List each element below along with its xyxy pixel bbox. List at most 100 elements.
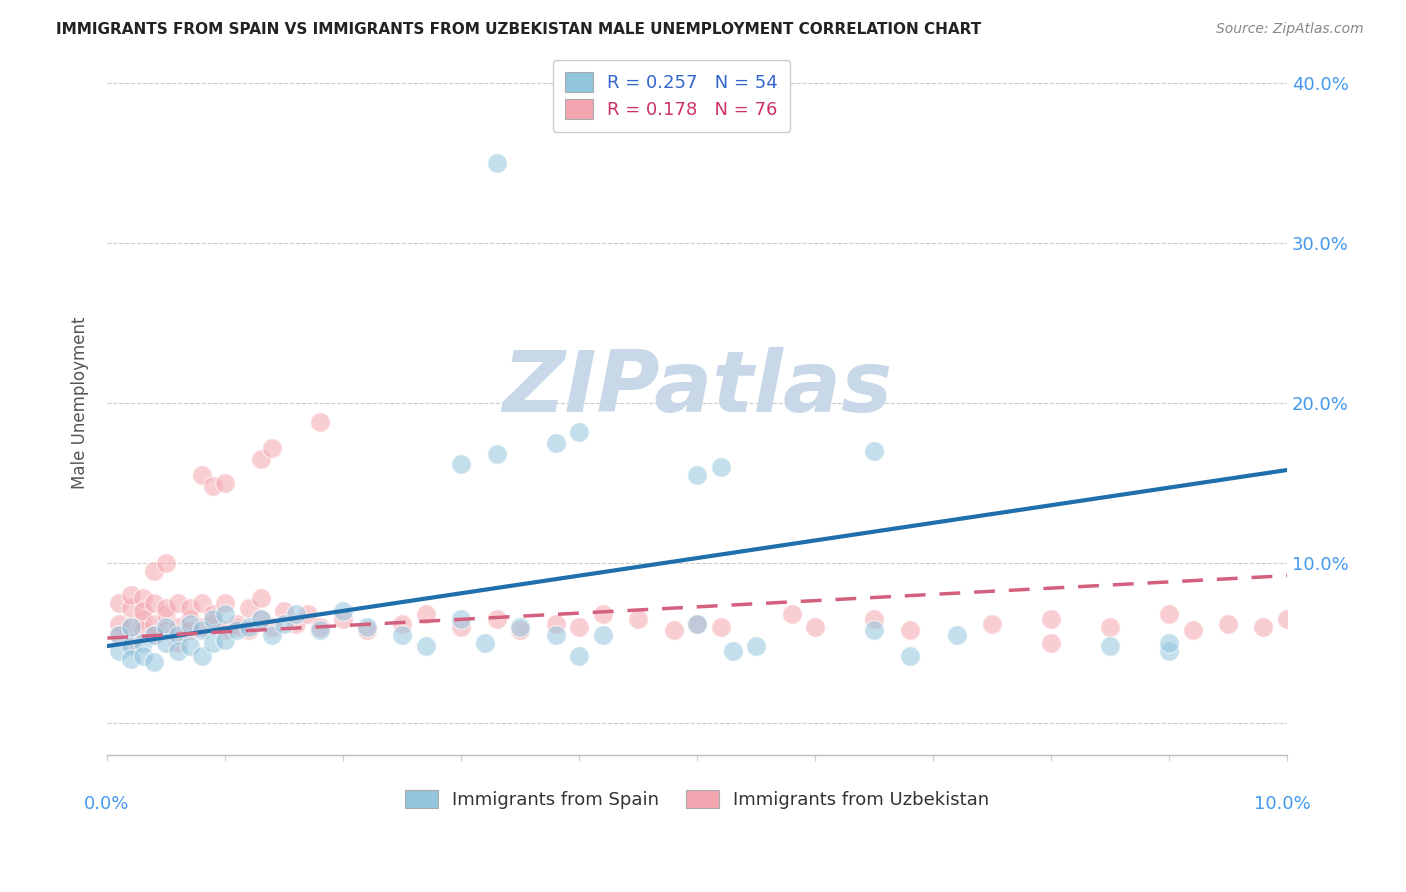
- Point: [143, 628, 166, 642]
- Text: ZIPatlas: ZIPatlas: [502, 347, 893, 430]
- Point: [780, 607, 803, 621]
- Point: [167, 620, 190, 634]
- Point: [485, 612, 508, 626]
- Point: [285, 607, 308, 621]
- Point: [202, 616, 225, 631]
- Point: [131, 604, 153, 618]
- Point: [190, 596, 212, 610]
- Point: [120, 620, 142, 634]
- Point: [1159, 636, 1181, 650]
- Point: [485, 447, 508, 461]
- Point: [143, 628, 166, 642]
- Point: [981, 616, 1004, 631]
- Point: [686, 616, 709, 631]
- Point: [308, 415, 330, 429]
- Point: [131, 612, 153, 626]
- Point: [190, 620, 212, 634]
- Point: [226, 620, 249, 634]
- Point: [108, 628, 131, 642]
- Point: [167, 636, 190, 650]
- Point: [155, 556, 177, 570]
- Point: [804, 620, 827, 634]
- Point: [509, 623, 531, 637]
- Point: [249, 612, 271, 626]
- Point: [415, 607, 437, 621]
- Point: [568, 620, 591, 634]
- Point: [120, 652, 142, 666]
- Point: [356, 620, 378, 634]
- Point: [898, 648, 921, 663]
- Point: [863, 623, 886, 637]
- Point: [863, 612, 886, 626]
- Point: [450, 612, 472, 626]
- Point: [143, 616, 166, 631]
- Point: [202, 612, 225, 626]
- Point: [745, 639, 768, 653]
- Text: 10.0%: 10.0%: [1254, 795, 1310, 813]
- Legend: Immigrants from Spain, Immigrants from Uzbekistan: Immigrants from Spain, Immigrants from U…: [398, 782, 997, 816]
- Point: [544, 435, 567, 450]
- Text: 0.0%: 0.0%: [84, 795, 129, 813]
- Point: [179, 600, 201, 615]
- Point: [131, 623, 153, 637]
- Point: [391, 628, 413, 642]
- Point: [332, 612, 354, 626]
- Point: [179, 616, 201, 631]
- Point: [155, 636, 177, 650]
- Point: [143, 596, 166, 610]
- Point: [1275, 612, 1298, 626]
- Point: [450, 457, 472, 471]
- Point: [710, 459, 733, 474]
- Point: [568, 425, 591, 439]
- Point: [898, 623, 921, 637]
- Point: [131, 648, 153, 663]
- Point: [273, 604, 295, 618]
- Point: [474, 636, 496, 650]
- Text: Source: ZipAtlas.com: Source: ZipAtlas.com: [1216, 22, 1364, 37]
- Point: [167, 596, 190, 610]
- Point: [1099, 639, 1122, 653]
- Point: [285, 616, 308, 631]
- Point: [509, 620, 531, 634]
- Point: [262, 620, 284, 634]
- Point: [249, 451, 271, 466]
- Point: [202, 607, 225, 621]
- Point: [190, 648, 212, 663]
- Point: [356, 623, 378, 637]
- Point: [544, 616, 567, 631]
- Point: [238, 600, 260, 615]
- Point: [710, 620, 733, 634]
- Point: [308, 620, 330, 634]
- Point: [155, 620, 177, 634]
- Point: [1099, 620, 1122, 634]
- Point: [627, 612, 650, 626]
- Point: [190, 623, 212, 637]
- Point: [308, 623, 330, 637]
- Point: [297, 607, 319, 621]
- Point: [214, 632, 236, 647]
- Point: [1040, 612, 1063, 626]
- Point: [167, 628, 190, 642]
- Point: [1159, 607, 1181, 621]
- Point: [120, 620, 142, 634]
- Point: [1253, 620, 1275, 634]
- Point: [1181, 623, 1204, 637]
- Point: [568, 648, 591, 663]
- Point: [391, 616, 413, 631]
- Point: [108, 644, 131, 658]
- Point: [190, 467, 212, 482]
- Text: IMMIGRANTS FROM SPAIN VS IMMIGRANTS FROM UZBEKISTAN MALE UNEMPLOYMENT CORRELATIO: IMMIGRANTS FROM SPAIN VS IMMIGRANTS FROM…: [56, 22, 981, 37]
- Point: [179, 612, 201, 626]
- Point: [238, 620, 260, 634]
- Point: [143, 564, 166, 578]
- Point: [179, 623, 201, 637]
- Point: [226, 623, 249, 637]
- Point: [155, 623, 177, 637]
- Point: [214, 623, 236, 637]
- Point: [131, 636, 153, 650]
- Point: [108, 596, 131, 610]
- Point: [238, 623, 260, 637]
- Point: [120, 588, 142, 602]
- Point: [721, 644, 744, 658]
- Point: [249, 612, 271, 626]
